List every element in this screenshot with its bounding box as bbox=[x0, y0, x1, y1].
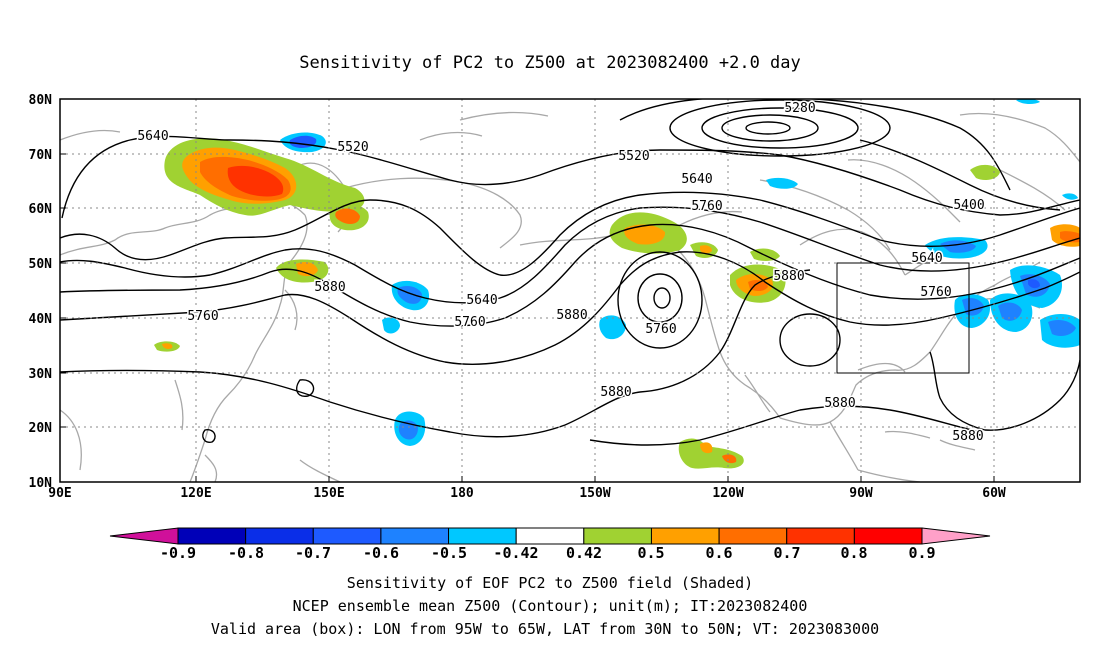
lat-tick-label: 40N bbox=[29, 312, 53, 327]
contour-label: 5640 bbox=[681, 172, 712, 187]
colorbar-cell bbox=[583, 527, 652, 545]
colorbar-label: -0.6 bbox=[363, 544, 399, 562]
contour-label: 5760 bbox=[691, 199, 722, 214]
colorbar-label: 0.42 bbox=[566, 544, 602, 562]
lon-tick-label: 180 bbox=[450, 486, 474, 501]
contour-label: 5760 bbox=[645, 322, 676, 337]
map-panel: 5280 5400 5520 5520 5640 5640 5640 5640 … bbox=[29, 93, 1081, 501]
lat-tick-label: 30N bbox=[29, 367, 53, 382]
colorbar-label: 0.7 bbox=[773, 544, 800, 562]
colorbar: -0.9 -0.8 -0.7 -0.6 -0.5 -0.42 0.42 0.5 … bbox=[109, 527, 991, 562]
caption-line-2: NCEP ensemble mean Z500 (Contour); unit(… bbox=[293, 597, 808, 615]
lat-tick-label: 20N bbox=[29, 421, 53, 436]
colorbar-label: -0.9 bbox=[160, 544, 196, 562]
contour-label: 5280 bbox=[784, 101, 815, 116]
colorbar-label: -0.5 bbox=[431, 544, 467, 562]
map-tick-marks bbox=[59, 98, 995, 483]
latitude-labels: 80N 70N 60N 50N 40N 30N 20N 10N bbox=[29, 93, 53, 491]
colorbar-cell bbox=[650, 527, 720, 545]
colorbar-cells bbox=[177, 527, 923, 545]
lon-tick-label: 120W bbox=[712, 486, 743, 501]
contour-label: 5640 bbox=[466, 293, 497, 308]
lat-tick-label: 60N bbox=[29, 202, 53, 217]
contour-label: 5760 bbox=[187, 309, 218, 324]
contour-label: 5880 bbox=[556, 308, 587, 323]
colorbar-cell bbox=[853, 527, 923, 545]
colorbar-label: 0.6 bbox=[705, 544, 732, 562]
contour-label: 5520 bbox=[618, 149, 649, 164]
lon-tick-label: 90W bbox=[849, 486, 873, 501]
colorbar-label: -0.7 bbox=[295, 544, 331, 562]
colorbar-low-arrow bbox=[109, 527, 179, 545]
contour-label: 5760 bbox=[920, 285, 951, 300]
sensitivity-shading bbox=[154, 99, 1080, 469]
contour-label: 5880 bbox=[600, 385, 631, 400]
colorbar-cell bbox=[245, 527, 314, 545]
contour-labels: 5280 5400 5520 5520 5640 5640 5640 5640 … bbox=[136, 100, 986, 446]
colorbar-labels: -0.9 -0.8 -0.7 -0.6 -0.5 -0.42 0.42 0.5 … bbox=[160, 544, 936, 562]
contour-label: 5400 bbox=[953, 198, 984, 213]
lat-tick-label: 70N bbox=[29, 148, 53, 163]
caption-line-1: Sensitivity of EOF PC2 to Z500 field (Sh… bbox=[347, 574, 753, 592]
lon-tick-label: 60W bbox=[982, 486, 1006, 501]
colorbar-cell bbox=[786, 527, 855, 545]
colorbar-cell bbox=[312, 527, 382, 545]
colorbar-cell bbox=[448, 527, 517, 545]
contour-label: 5640 bbox=[911, 251, 942, 266]
contour-label: 5880 bbox=[314, 280, 345, 295]
lon-tick-label: 150W bbox=[579, 486, 610, 501]
lat-tick-label: 10N bbox=[29, 476, 53, 491]
z500-contours bbox=[60, 99, 1080, 446]
colorbar-high-arrow bbox=[921, 527, 991, 545]
colorbar-label: 0.9 bbox=[908, 544, 935, 562]
contour-label: 5640 bbox=[137, 129, 168, 144]
lon-tick-label: 120E bbox=[180, 486, 211, 501]
contour-label: 5760 bbox=[454, 315, 485, 330]
map-frame bbox=[59, 98, 1081, 483]
lat-lon-grid bbox=[60, 99, 1080, 482]
caption: Sensitivity of EOF PC2 to Z500 field (Sh… bbox=[211, 574, 879, 638]
contour-label: 5520 bbox=[337, 140, 368, 155]
longitude-labels: 90E 120E 150E 180 150W 120W 90W 60W bbox=[48, 486, 1006, 501]
lon-tick-label: 150E bbox=[313, 486, 344, 501]
contour-label: 5880 bbox=[952, 429, 983, 444]
colorbar-label: 0.5 bbox=[637, 544, 664, 562]
colorbar-cell bbox=[380, 527, 450, 545]
contour-label: 5880 bbox=[773, 269, 804, 284]
contour-label: 5880 bbox=[824, 396, 855, 411]
valid-area-box bbox=[836, 262, 970, 374]
colorbar-cell bbox=[177, 527, 247, 545]
lon-tick-label: 90E bbox=[48, 486, 71, 501]
lat-tick-label: 80N bbox=[29, 93, 53, 108]
colorbar-label: -0.42 bbox=[493, 544, 538, 562]
colorbar-cell bbox=[718, 527, 788, 545]
colorbar-label: -0.8 bbox=[228, 544, 264, 562]
colorbar-cell bbox=[515, 527, 585, 545]
caption-line-3: Valid area (box): LON from 95W to 65W, L… bbox=[211, 620, 879, 638]
figure-title: Sensitivity of PC2 to Z500 at 2023082400… bbox=[299, 53, 801, 73]
lat-tick-label: 50N bbox=[29, 257, 53, 272]
colorbar-label: 0.8 bbox=[840, 544, 867, 562]
